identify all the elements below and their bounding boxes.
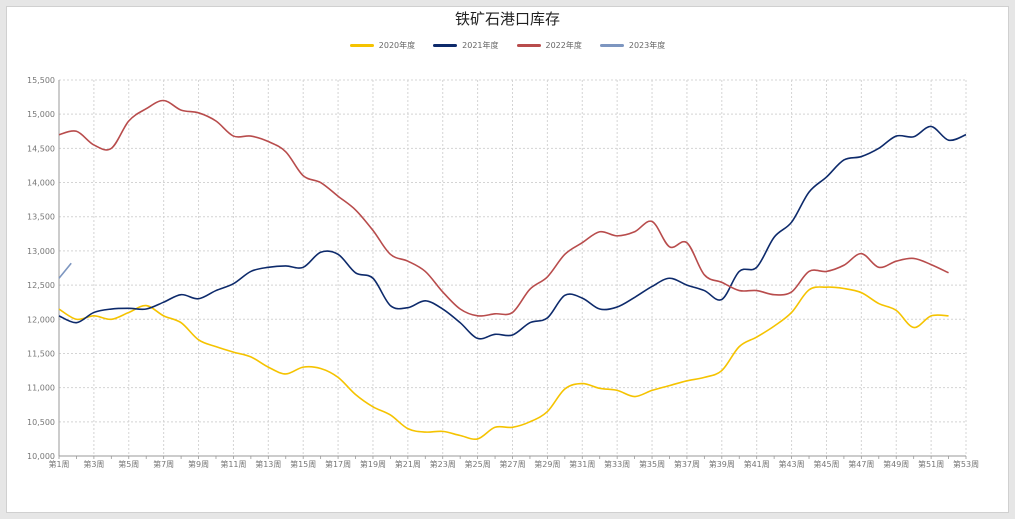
x-tick-label: 第39周 xyxy=(709,459,735,469)
x-tick-label: 第21周 xyxy=(395,459,421,469)
x-tick-label: 第17周 xyxy=(325,459,351,469)
x-tick-label: 第45周 xyxy=(813,459,839,469)
grid-lines xyxy=(58,79,967,457)
x-tick-label: 第29周 xyxy=(534,459,560,469)
y-tick-label: 12,500 xyxy=(27,281,55,290)
legend-swatch-2023 xyxy=(599,44,624,47)
x-tick-label: 第23周 xyxy=(430,459,456,469)
series-line-2023年度 xyxy=(58,262,72,279)
legend-item-2022[interactable]: 2022年度 xyxy=(516,40,582,51)
legend-swatch-2020 xyxy=(349,44,374,47)
chart-frame xyxy=(6,6,1009,513)
y-tick-label: 10,500 xyxy=(27,418,55,427)
x-axis-labels: 第1周 第3周 第5周 第7周 第9周 第11周 第13周 第15周 第17周 第19周 第21周第… xyxy=(48,459,979,469)
legend-label-2023: 2023年度 xyxy=(628,41,666,50)
series-line-2022年度 xyxy=(58,99,949,317)
y-tick-label: 13,500 xyxy=(27,213,55,222)
y-tick-label: 14,000 xyxy=(27,179,55,188)
x-tick-label: 第51周 xyxy=(918,459,944,469)
legend-item-2020[interactable]: 2020年度 xyxy=(349,40,416,51)
x-tick-label: 第5周 xyxy=(118,459,139,469)
x-tick-label: 第53周 xyxy=(953,459,979,469)
x-tick-label: 第41周 xyxy=(744,459,770,469)
x-tick-label: 第25周 xyxy=(465,459,491,469)
x-tick-label: 第3周 xyxy=(83,459,104,469)
axes xyxy=(58,80,967,459)
chart-title: 铁矿石港口库存 xyxy=(454,10,560,28)
series-line-2020年度 xyxy=(58,286,949,441)
x-tick-label: 第35周 xyxy=(639,459,665,469)
y-tick-label: 10,000 xyxy=(27,452,55,461)
y-tick-label: 13,000 xyxy=(27,247,55,256)
series-line-2021年度 xyxy=(58,125,967,340)
x-tick-label: 第27周 xyxy=(499,459,525,469)
x-tick-label: 第31周 xyxy=(569,459,595,469)
legend-label-2022: 2022年度 xyxy=(545,41,582,50)
y-tick-label: 15,000 xyxy=(27,110,55,119)
y-tick-label: 11,500 xyxy=(27,349,55,358)
x-tick-label: 第9周 xyxy=(188,459,209,469)
x-tick-label: 第33周 xyxy=(604,459,630,469)
y-tick-label: 12,000 xyxy=(27,315,55,324)
y-tick-label: 14,500 xyxy=(27,144,55,153)
x-tick-label: 第37周 xyxy=(674,459,700,469)
legend-label-2021: 2021年度 xyxy=(462,41,499,50)
x-tick-label: 第13周 xyxy=(255,459,281,469)
chart-legend: 2020年度 2021年度 2022年度 2023年度 xyxy=(0,40,1015,51)
x-tick-label: 第11周 xyxy=(220,459,246,469)
x-tick-label: 第47周 xyxy=(848,459,874,469)
x-tick-label: 第1周 xyxy=(48,459,69,469)
series-lines xyxy=(58,99,967,441)
x-tick-label: 第15周 xyxy=(290,459,316,469)
x-tick-label: 第19周 xyxy=(360,459,386,469)
x-tick-label: 第7周 xyxy=(153,459,174,469)
legend-label-2020: 2020年度 xyxy=(378,41,416,50)
legend-item-2021[interactable]: 2021年度 xyxy=(433,40,499,51)
legend-swatch-2021 xyxy=(433,44,458,47)
legend-swatch-2022 xyxy=(516,44,541,47)
y-tick-label: 15,500 xyxy=(27,76,55,85)
legend-item-2023[interactable]: 2023年度 xyxy=(599,40,666,51)
y-axis-labels: 10,000 10,500 11,000 11,500 12,000 12,500 13,0… xyxy=(27,76,55,461)
x-tick-label: 第43周 xyxy=(778,459,804,469)
y-tick-label: 11,000 xyxy=(27,384,55,393)
x-tick-label: 第49周 xyxy=(883,459,909,469)
